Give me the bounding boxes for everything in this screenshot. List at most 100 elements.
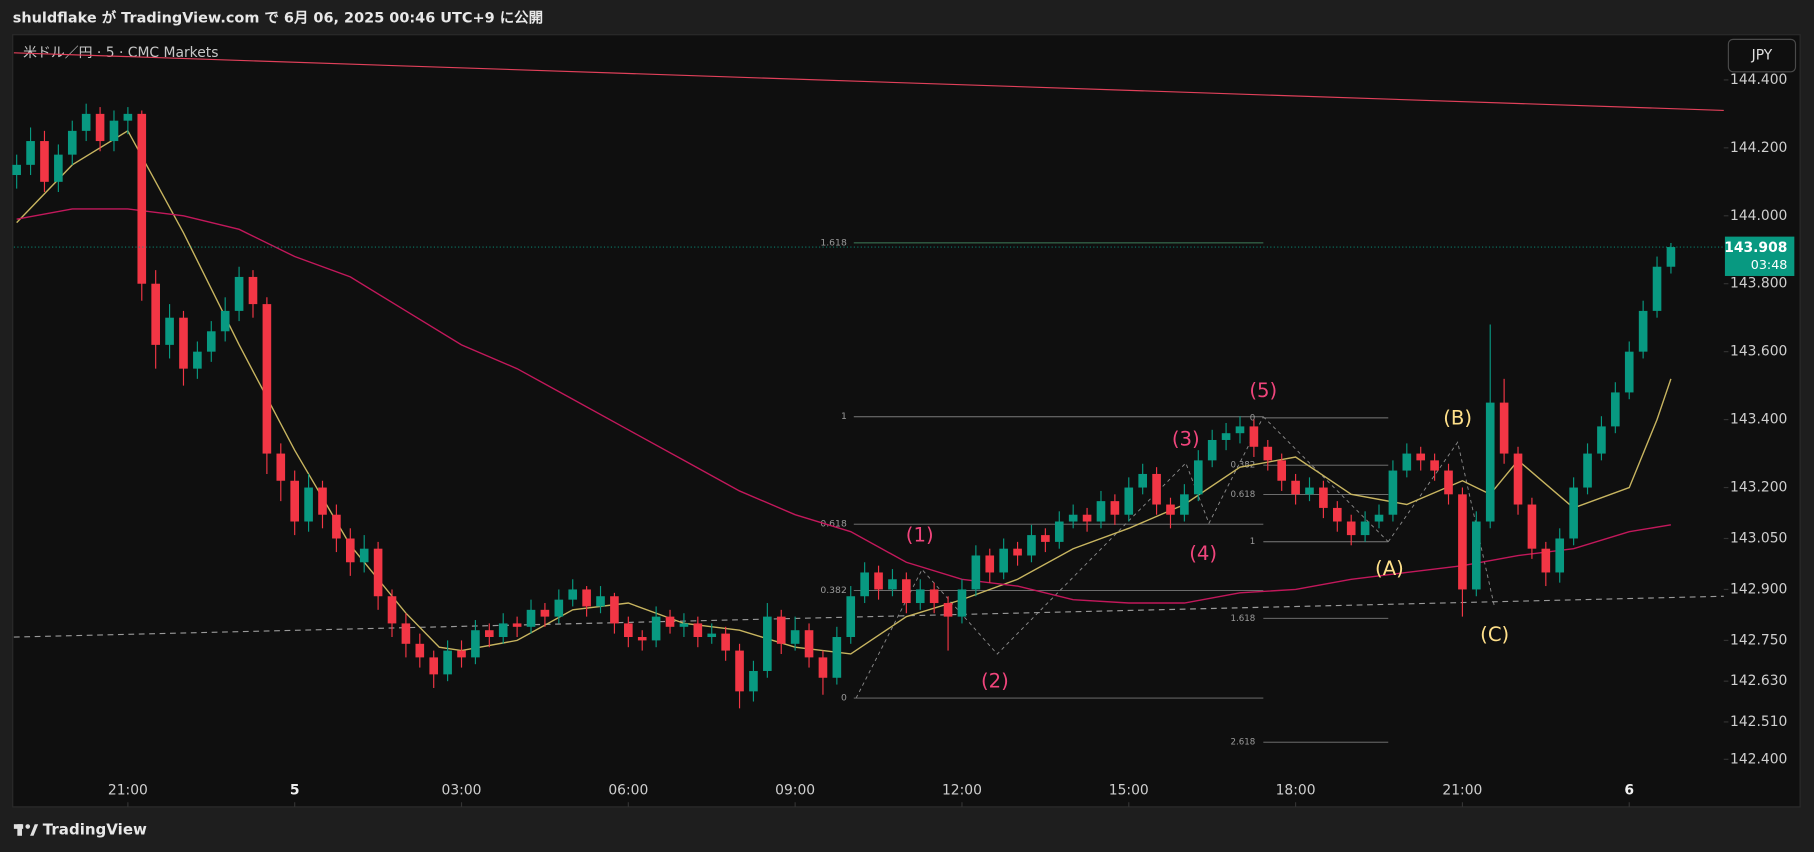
candle-body bbox=[1332, 507, 1342, 522]
trendline bbox=[13, 52, 1724, 112]
candle-body bbox=[554, 599, 564, 617]
candle-body bbox=[624, 623, 633, 638]
y-tick-label: 143.400 bbox=[1730, 412, 1787, 428]
price-tag-value: 143.908 bbox=[1724, 240, 1787, 256]
candle-body bbox=[776, 616, 786, 644]
candle-body bbox=[1124, 487, 1134, 515]
chart-panel bbox=[12, 34, 1801, 808]
candle-body bbox=[1583, 453, 1592, 488]
candle-body bbox=[957, 589, 967, 617]
fib-level-label: 2.618 bbox=[1230, 738, 1255, 748]
fib-level-label: 1 bbox=[1250, 537, 1256, 547]
candle-body bbox=[1374, 514, 1384, 522]
candle-body bbox=[345, 538, 355, 563]
candle-body bbox=[1360, 521, 1370, 536]
candle-body bbox=[1499, 402, 1509, 454]
candle-body bbox=[1402, 453, 1412, 471]
x-tick-label: 5 bbox=[290, 783, 300, 799]
candle-body bbox=[1263, 446, 1273, 461]
candle-body bbox=[485, 630, 494, 638]
candle-body bbox=[1611, 392, 1620, 427]
candle-body bbox=[401, 623, 411, 644]
candle-body bbox=[874, 572, 883, 590]
trendline bbox=[13, 595, 1724, 638]
candle-body bbox=[1485, 402, 1495, 522]
fib-level-label: 1 bbox=[841, 411, 847, 422]
candle-body bbox=[40, 141, 49, 182]
wave-label: (A) bbox=[1375, 557, 1404, 580]
candle-body bbox=[54, 154, 63, 182]
candle-body bbox=[943, 603, 953, 617]
candle-body bbox=[790, 630, 800, 644]
candle-body bbox=[1472, 521, 1481, 590]
wave-label: (1) bbox=[906, 523, 934, 546]
candle-body bbox=[860, 572, 869, 597]
candle-body bbox=[568, 589, 578, 600]
candle-body bbox=[1624, 351, 1634, 393]
candle-body bbox=[206, 331, 216, 352]
candle-body bbox=[471, 630, 480, 658]
wave-label: (5) bbox=[1249, 379, 1277, 402]
candle-body bbox=[985, 555, 995, 573]
candle-body bbox=[1666, 247, 1676, 267]
candle-body bbox=[1513, 453, 1523, 505]
candle-body bbox=[512, 623, 522, 627]
y-tick-label: 143.600 bbox=[1730, 344, 1787, 360]
candle-body bbox=[721, 633, 730, 651]
candle-body bbox=[1416, 453, 1426, 461]
candle-body bbox=[1277, 460, 1287, 481]
candle-body bbox=[498, 623, 508, 638]
candle-body bbox=[1638, 310, 1648, 352]
candle-body bbox=[1652, 266, 1662, 311]
currency-button-label[interactable]: JPY bbox=[1751, 48, 1773, 64]
candle-body bbox=[596, 596, 605, 607]
wave-label: (3) bbox=[1172, 427, 1200, 450]
candle-body bbox=[151, 283, 160, 345]
candle-body bbox=[276, 453, 286, 481]
candle-body bbox=[1013, 548, 1022, 556]
fib-level-label: 0.618 bbox=[820, 519, 847, 530]
x-tick-label: 6 bbox=[1624, 783, 1634, 799]
y-tick-label: 143.050 bbox=[1730, 530, 1787, 546]
candle-body bbox=[1444, 470, 1453, 495]
x-tick-label: 21:00 bbox=[1442, 783, 1482, 799]
candle-body bbox=[95, 113, 105, 142]
candle-body bbox=[1597, 426, 1606, 454]
candle-body bbox=[1249, 426, 1259, 447]
candle-body bbox=[763, 616, 772, 671]
candle-body bbox=[109, 120, 119, 142]
fib-level-label: 0 bbox=[1250, 413, 1256, 423]
candle-body bbox=[165, 317, 174, 345]
candle-body bbox=[290, 480, 300, 522]
x-tick-label: 09:00 bbox=[775, 783, 815, 799]
candle-body bbox=[332, 514, 341, 539]
candle-body bbox=[67, 130, 77, 155]
candle-body bbox=[832, 637, 842, 678]
candle-body bbox=[429, 657, 439, 675]
x-tick-label: 03:00 bbox=[442, 783, 482, 799]
currency-button[interactable] bbox=[1727, 38, 1797, 73]
x-tick-label: 21:00 bbox=[108, 783, 148, 799]
candle-body bbox=[610, 596, 619, 624]
y-tick-label: 142.510 bbox=[1730, 714, 1787, 730]
candle-body bbox=[318, 487, 327, 515]
candle-body bbox=[1082, 514, 1092, 522]
candle-body bbox=[1110, 501, 1120, 515]
candle-body bbox=[248, 276, 258, 305]
candle-body bbox=[415, 643, 425, 658]
candle-body bbox=[735, 650, 744, 692]
y-tick-label: 143.800 bbox=[1730, 276, 1787, 292]
candle-body bbox=[137, 113, 147, 284]
candle-body bbox=[1346, 521, 1356, 536]
candle-body bbox=[262, 304, 272, 454]
y-tick-label: 142.750 bbox=[1730, 632, 1787, 648]
candle-body bbox=[179, 317, 188, 369]
candle-body bbox=[443, 650, 452, 675]
candle-body bbox=[526, 609, 536, 627]
candle-body bbox=[1541, 548, 1551, 573]
candle-body bbox=[1291, 480, 1300, 495]
publish-info: shuldflake が TradingView.com で 6月 06, 20… bbox=[13, 9, 543, 27]
candle-body bbox=[1569, 487, 1578, 539]
candle-body bbox=[304, 487, 313, 522]
